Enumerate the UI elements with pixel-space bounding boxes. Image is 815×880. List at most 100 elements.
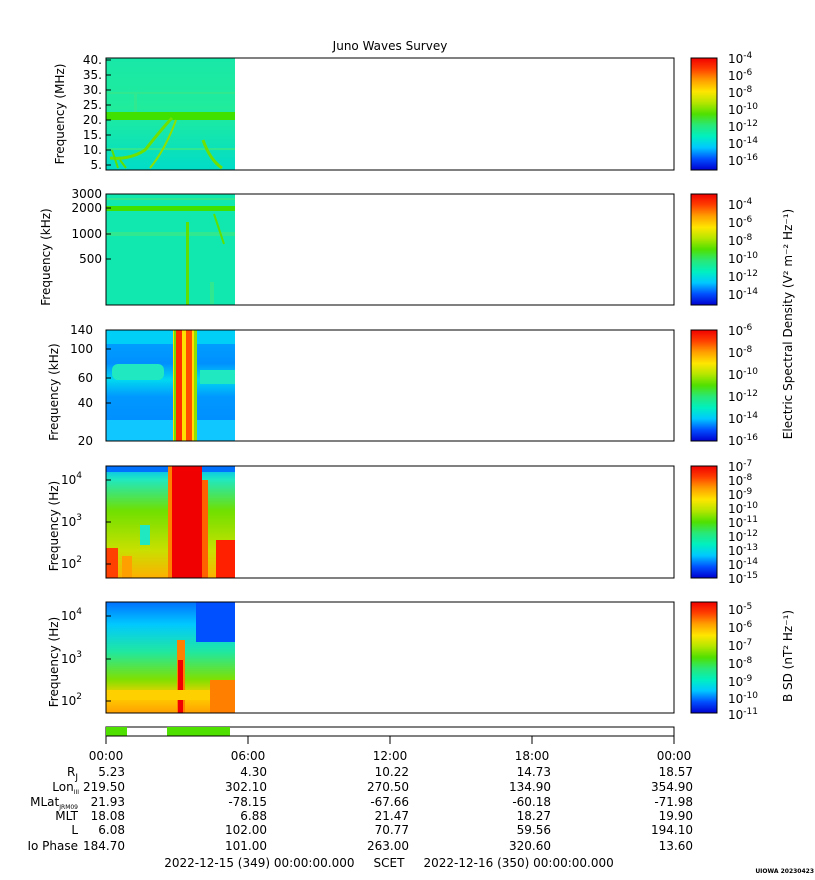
ytick-label: 103 bbox=[61, 513, 82, 529]
colorbar-1 bbox=[690, 57, 718, 171]
ylabel-5: Frequency (Hz) bbox=[47, 617, 61, 708]
cbar-tick: 10-14 bbox=[728, 557, 758, 572]
ytick-label: 60 bbox=[78, 371, 93, 385]
cbar-tick: 10-15 bbox=[728, 571, 758, 586]
ephemeris-row: L 6.08 102.00 70.77 59.56 194.10 bbox=[71, 823, 693, 837]
cbar-tick: 10-11 bbox=[728, 515, 758, 530]
plot-frame-3 bbox=[105, 329, 675, 442]
ephemeris-row: MLatJRM09 21.93 -78.15 -67.66 -60.18 -71… bbox=[30, 795, 693, 811]
ephemeris-row: Io Phase 184.70 101.00 263.00 320.60 13.… bbox=[27, 839, 693, 853]
y-ticks-3: 140 100 60 40 20 bbox=[70, 323, 111, 448]
ephemeris-row: LonIII 219.50 302.10 270.50 134.90 354.9… bbox=[52, 780, 693, 796]
ephemeris-value: -60.18 bbox=[512, 795, 551, 809]
panel-1: 40. 35. 30. 25. 20. 15. 10. 5. Frequency… bbox=[53, 53, 675, 172]
y-ticks-1: 40. 35. 30. 25. 20. 15. 10. 5. bbox=[83, 53, 111, 172]
ephemeris-value: 6.88 bbox=[240, 809, 267, 823]
mode-bar bbox=[105, 726, 675, 737]
ytick-label: 40. bbox=[83, 53, 102, 67]
cbar-tick: 10-6 bbox=[728, 68, 753, 83]
ephemeris-value: 320.60 bbox=[509, 839, 551, 853]
ephemeris-label: LonIII bbox=[52, 780, 79, 796]
cbar-tick: 10-14 bbox=[728, 411, 758, 426]
ephemeris-label: RJ bbox=[67, 765, 78, 783]
ephemeris-value: 219.50 bbox=[83, 780, 125, 794]
spectrogram-2 bbox=[106, 194, 235, 305]
y-ticks-4: 104 103 102 bbox=[61, 471, 111, 571]
ylabel-4: Frequency (Hz) bbox=[47, 481, 61, 572]
cbar-tick: 10-7 bbox=[728, 459, 752, 474]
ytick-label: 2000 bbox=[71, 201, 102, 215]
ephemeris-value: 10.22 bbox=[375, 765, 409, 779]
ephemeris-value: 184.70 bbox=[83, 839, 125, 853]
ytick-label: 25. bbox=[83, 98, 102, 112]
cbar-tick: 10-6 bbox=[728, 215, 753, 230]
time-tick-label: 00:00 bbox=[89, 749, 124, 763]
ephemeris-label: MLatJRM09 bbox=[30, 795, 78, 811]
cbar-tick: 10-13 bbox=[728, 543, 758, 558]
ephemeris-value: 13.60 bbox=[659, 839, 693, 853]
ylabel-3: Frequency (kHz) bbox=[47, 343, 61, 440]
cbar-tick: 10-8 bbox=[728, 345, 753, 360]
cbar-tick: 10-11 bbox=[728, 707, 758, 722]
colorbar-2 bbox=[690, 193, 718, 306]
plot-frame-5 bbox=[105, 601, 675, 714]
cbar-tick: 10-10 bbox=[728, 102, 758, 117]
cbar-tick: 10-5 bbox=[728, 602, 752, 617]
ephemeris-value: 21.93 bbox=[91, 795, 125, 809]
plot-frame-2 bbox=[105, 193, 675, 306]
mode-segment bbox=[106, 727, 127, 736]
time-tick-label: 06:00 bbox=[231, 749, 266, 763]
cbar-tick: 10-12 bbox=[728, 269, 758, 284]
credit-label: UIOWA 20230423 bbox=[755, 868, 814, 875]
cbar-tick: 10-8 bbox=[728, 85, 753, 100]
ytick-label: 100 bbox=[70, 342, 93, 356]
time-tick-label: 00:00 bbox=[657, 749, 692, 763]
colorbar-ticks-5: 10-5 10-6 10-7 10-8 10-9 10-10 10-11 bbox=[728, 602, 758, 722]
panel-4: 104 103 102 Frequency (Hz) bbox=[47, 465, 675, 579]
ephemeris-value: 270.50 bbox=[367, 780, 409, 794]
ytick-label: 500 bbox=[79, 252, 102, 266]
ephemeris-row: RJ 5.23 4.30 10.22 14.73 18.57 bbox=[67, 765, 693, 783]
mode-segment bbox=[167, 727, 230, 736]
ephemeris-value: 21.47 bbox=[375, 809, 409, 823]
cbar-tick: 10-12 bbox=[728, 119, 758, 134]
ytick-label: 1000 bbox=[71, 227, 102, 241]
ephemeris-value: 5.23 bbox=[98, 765, 125, 779]
plot-frame-1 bbox=[105, 57, 675, 171]
ephemeris-value: 18.57 bbox=[659, 765, 693, 779]
ephemeris-value: 70.77 bbox=[375, 823, 409, 837]
ephemeris-value: 134.90 bbox=[509, 780, 551, 794]
panel-5: 104 103 102 Frequency (Hz) bbox=[47, 601, 675, 714]
ephemeris-label: MLT bbox=[55, 809, 78, 823]
figure-title: Juno Waves Survey bbox=[332, 39, 448, 53]
ephemeris-value: -78.15 bbox=[228, 795, 267, 809]
ytick-label: 104 bbox=[61, 607, 82, 623]
cbar-tick: 10-8 bbox=[728, 656, 753, 671]
cbar-tick: 10-9 bbox=[728, 487, 753, 502]
cbar-tick: 10-10 bbox=[728, 501, 758, 516]
ephemeris-value: 59.56 bbox=[517, 823, 551, 837]
time-axis: 00:00 06:00 12:00 18:00 00:00 bbox=[89, 735, 692, 763]
ytick-label: 15. bbox=[83, 128, 102, 142]
y-ticks-2: 3000 2000 1000 500 bbox=[71, 187, 111, 266]
ytick-label: 140 bbox=[70, 323, 93, 337]
spectrogram-5 bbox=[106, 602, 235, 713]
ytick-label: 103 bbox=[61, 650, 82, 666]
scet-footer: 2022-12-15 (349) 00:00:00.000 SCET 2022-… bbox=[164, 856, 614, 870]
ephemeris-table: RJ 5.23 4.30 10.22 14.73 18.57 LonIII 21… bbox=[27, 765, 693, 853]
colorbar-label-electric: Electric Spectral Density (V² m⁻² Hz⁻¹) bbox=[781, 209, 795, 439]
ephemeris-value: 354.90 bbox=[651, 780, 693, 794]
time-tick-label: 12:00 bbox=[373, 749, 408, 763]
cbar-tick: 10-10 bbox=[728, 251, 758, 266]
ylabel-1: Frequency (MHz) bbox=[53, 64, 67, 165]
ephemeris-value: 194.10 bbox=[651, 823, 693, 837]
colorbar-ticks-1: 10-4 10-6 10-8 10-10 10-12 10-14 10-16 bbox=[728, 51, 758, 168]
colorbar-5 bbox=[690, 601, 718, 714]
ytick-label: 30. bbox=[83, 83, 102, 97]
colorbar-label-magnetic: B SD (nT² Hz⁻¹) bbox=[781, 610, 795, 702]
cbar-tick: 10-10 bbox=[728, 367, 758, 382]
cbar-tick: 10-8 bbox=[728, 473, 753, 488]
colorbar-3 bbox=[690, 329, 718, 442]
cbar-tick: 10-9 bbox=[728, 674, 753, 689]
